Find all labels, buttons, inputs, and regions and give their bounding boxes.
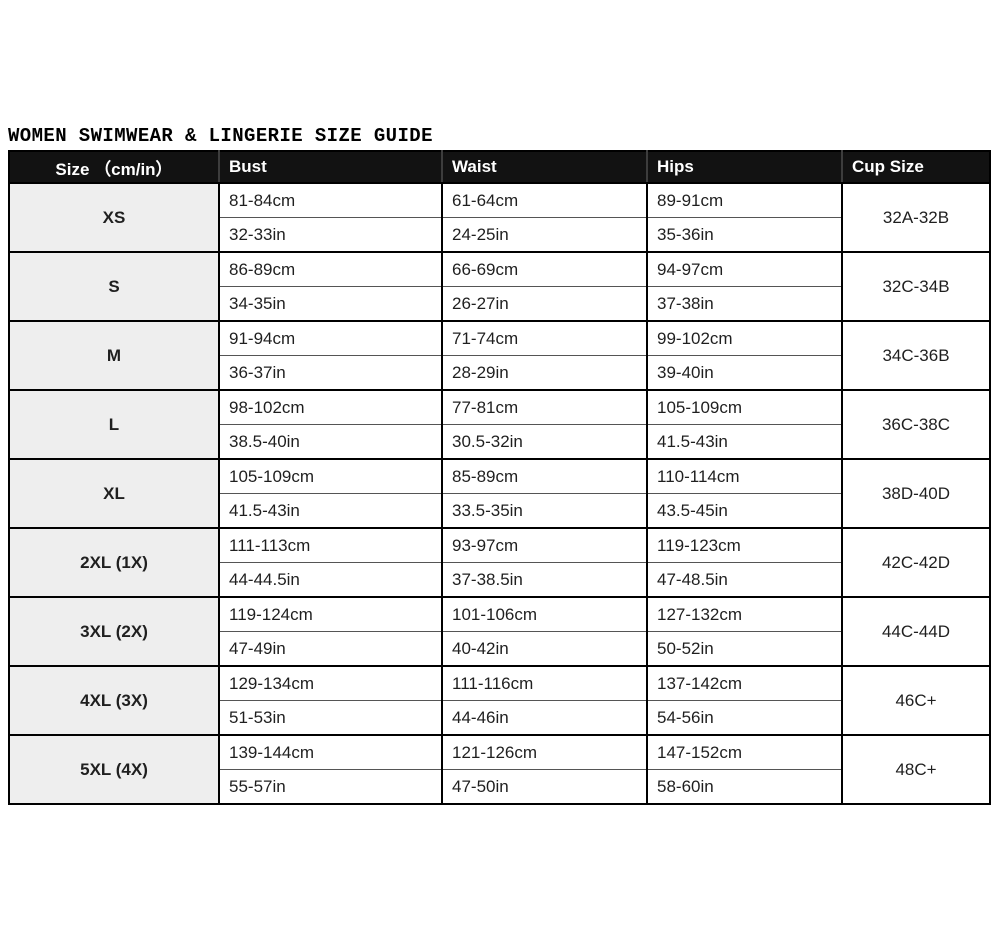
waist-cm-cell: 66-69cm	[441, 251, 647, 287]
hips-cm-cell: 147-152cm	[646, 734, 842, 770]
size-cell: L	[9, 389, 219, 460]
waist-in-cell: 24-25in	[441, 217, 647, 253]
hips-cm-cell: 127-132cm	[646, 596, 842, 632]
cup-size-cell: 44C-44D	[841, 596, 990, 667]
waist-in-cell: 44-46in	[441, 700, 647, 736]
hips-in-cell: 43.5-45in	[646, 493, 842, 529]
cup-size-cell: 32A-32B	[841, 182, 990, 253]
bust-cm-cell: 81-84cm	[218, 182, 442, 218]
table-row: 5XL (4X) 139-144cm 121-126cm 147-152cm 48C+	[9, 734, 990, 805]
waist-in-cell: 28-29in	[441, 355, 647, 391]
hips-cm-cell: 119-123cm	[646, 527, 842, 563]
cup-size-cell: 38D-40D	[841, 458, 990, 529]
header-hips: Hips	[646, 151, 842, 184]
hips-in-cell: 54-56in	[646, 700, 842, 736]
table-row: 32-33in 24-25in 35-36in	[9, 217, 990, 253]
table-row: L 98-102cm 77-81cm 105-109cm 36C-38C	[9, 389, 990, 460]
waist-cm-cell: 121-126cm	[441, 734, 647, 770]
table-row: 55-57in 47-50in 58-60in	[9, 769, 990, 805]
header-bust: Bust	[218, 151, 442, 184]
table-row: 38.5-40in 30.5-32in 41.5-43in	[9, 424, 990, 460]
page-title: WOMEN SWIMWEAR & LINGERIE SIZE GUIDE	[8, 125, 433, 147]
hips-in-cell: 37-38in	[646, 286, 842, 322]
bust-in-cell: 32-33in	[218, 217, 442, 253]
size-cell: XL	[9, 458, 219, 529]
table-row: S 86-89cm 66-69cm 94-97cm 32C-34B	[9, 251, 990, 322]
bust-in-cell: 44-44.5in	[218, 562, 442, 598]
waist-cm-cell: 71-74cm	[441, 320, 647, 356]
hips-cm-cell: 105-109cm	[646, 389, 842, 425]
cup-size-cell: 42C-42D	[841, 527, 990, 598]
waist-in-cell: 26-27in	[441, 286, 647, 322]
size-cell: 3XL (2X)	[9, 596, 219, 667]
table-row: 51-53in 44-46in 54-56in	[9, 700, 990, 736]
waist-in-cell: 47-50in	[441, 769, 647, 805]
bust-cm-cell: 111-113cm	[218, 527, 442, 563]
hips-in-cell: 39-40in	[646, 355, 842, 391]
table-row: 44-44.5in 37-38.5in 47-48.5in	[9, 562, 990, 598]
bust-cm-cell: 91-94cm	[218, 320, 442, 356]
hips-in-cell: 35-36in	[646, 217, 842, 253]
table-row: 36-37in 28-29in 39-40in	[9, 355, 990, 391]
waist-cm-cell: 93-97cm	[441, 527, 647, 563]
waist-cm-cell: 111-116cm	[441, 665, 647, 701]
bust-in-cell: 38.5-40in	[218, 424, 442, 460]
table-row: 34-35in 26-27in 37-38in	[9, 286, 990, 322]
hips-in-cell: 50-52in	[646, 631, 842, 667]
table-header-row: Size （cm/in） Bust Waist Hips Cup Size	[9, 151, 990, 184]
cup-size-cell: 36C-38C	[841, 389, 990, 460]
bust-in-cell: 36-37in	[218, 355, 442, 391]
waist-cm-cell: 85-89cm	[441, 458, 647, 494]
size-cell: S	[9, 251, 219, 322]
bust-in-cell: 34-35in	[218, 286, 442, 322]
table-row: 3XL (2X) 119-124cm 101-106cm 127-132cm 44C-4…	[9, 596, 990, 667]
table-row: M 91-94cm 71-74cm 99-102cm 34C-36B	[9, 320, 990, 391]
size-guide-table: Size （cm/in） Bust Waist Hips Cup Size XS…	[8, 150, 991, 805]
waist-in-cell: 33.5-35in	[441, 493, 647, 529]
hips-cm-cell: 94-97cm	[646, 251, 842, 287]
waist-cm-cell: 77-81cm	[441, 389, 647, 425]
table-row: XL 105-109cm 85-89cm 110-114cm 38D-40D	[9, 458, 990, 529]
hips-in-cell: 41.5-43in	[646, 424, 842, 460]
cup-size-cell: 48C+	[841, 734, 990, 805]
bust-cm-cell: 129-134cm	[218, 665, 442, 701]
size-cell: XS	[9, 182, 219, 253]
hips-cm-cell: 99-102cm	[646, 320, 842, 356]
hips-cm-cell: 89-91cm	[646, 182, 842, 218]
hips-cm-cell: 110-114cm	[646, 458, 842, 494]
header-size: Size （cm/in）	[9, 151, 219, 184]
bust-cm-cell: 139-144cm	[218, 734, 442, 770]
hips-in-cell: 58-60in	[646, 769, 842, 805]
waist-cm-cell: 101-106cm	[441, 596, 647, 632]
bust-in-cell: 47-49in	[218, 631, 442, 667]
cup-size-cell: 32C-34B	[841, 251, 990, 322]
bust-in-cell: 51-53in	[218, 700, 442, 736]
waist-in-cell: 30.5-32in	[441, 424, 647, 460]
bust-cm-cell: 86-89cm	[218, 251, 442, 287]
bust-in-cell: 41.5-43in	[218, 493, 442, 529]
table-row: 2XL (1X) 111-113cm 93-97cm 119-123cm 42C-42D	[9, 527, 990, 598]
bust-in-cell: 55-57in	[218, 769, 442, 805]
hips-in-cell: 47-48.5in	[646, 562, 842, 598]
size-cell: 2XL (1X)	[9, 527, 219, 598]
cup-size-cell: 46C+	[841, 665, 990, 736]
bust-cm-cell: 105-109cm	[218, 458, 442, 494]
cup-size-cell: 34C-36B	[841, 320, 990, 391]
size-cell: M	[9, 320, 219, 391]
bust-cm-cell: 98-102cm	[218, 389, 442, 425]
table-row: 4XL (3X) 129-134cm 111-116cm 137-142cm 46C+	[9, 665, 990, 736]
table-row: 41.5-43in 33.5-35in 43.5-45in	[9, 493, 990, 529]
size-cell: 5XL (4X)	[9, 734, 219, 805]
table-row: XS 81-84cm 61-64cm 89-91cm 32A-32B	[9, 182, 990, 253]
waist-in-cell: 40-42in	[441, 631, 647, 667]
table-row: 47-49in 40-42in 50-52in	[9, 631, 990, 667]
waist-cm-cell: 61-64cm	[441, 182, 647, 218]
header-cup-size: Cup Size	[841, 151, 990, 184]
hips-cm-cell: 137-142cm	[646, 665, 842, 701]
size-cell: 4XL (3X)	[9, 665, 219, 736]
bust-cm-cell: 119-124cm	[218, 596, 442, 632]
waist-in-cell: 37-38.5in	[441, 562, 647, 598]
header-waist: Waist	[441, 151, 647, 184]
